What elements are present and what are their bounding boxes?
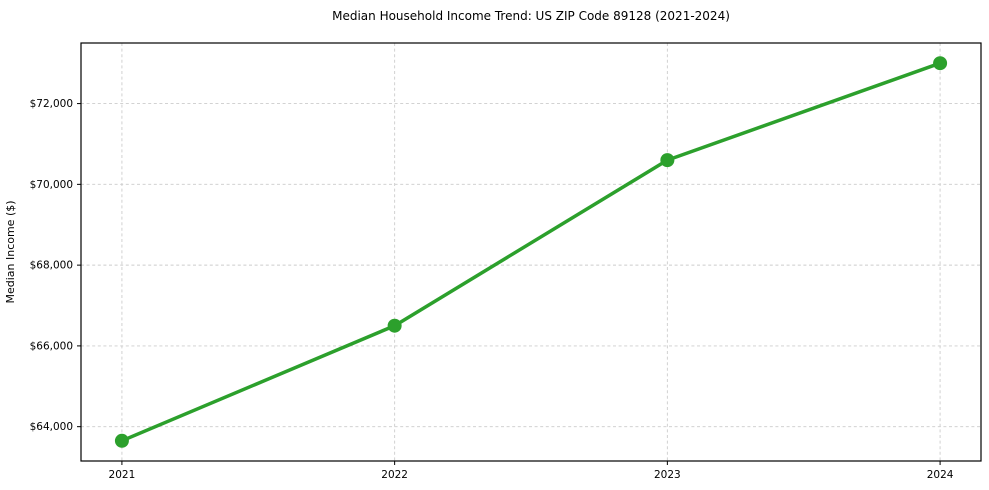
x-tick-label: 2021 xyxy=(109,469,136,481)
x-tick-label: 2022 xyxy=(381,469,408,481)
trend-line xyxy=(120,61,942,443)
x-tick-label: 2024 xyxy=(927,469,954,481)
data-point xyxy=(933,56,948,71)
y-tick-label: $72,000 xyxy=(30,98,73,110)
axis-frame xyxy=(80,42,982,462)
y-axis-label: Median Income ($) xyxy=(4,200,17,303)
data-point xyxy=(387,318,402,333)
y-tick-label: $64,000 xyxy=(30,421,73,433)
y-tick-label: $68,000 xyxy=(30,260,73,272)
y-tick-label: $70,000 xyxy=(30,179,73,191)
x-tick-label: 2023 xyxy=(654,469,681,481)
data-point xyxy=(114,433,129,448)
chart-title: Median Household Income Trend: US ZIP Co… xyxy=(332,9,730,23)
data-point xyxy=(660,153,675,168)
y-tick-label: $66,000 xyxy=(30,340,73,352)
